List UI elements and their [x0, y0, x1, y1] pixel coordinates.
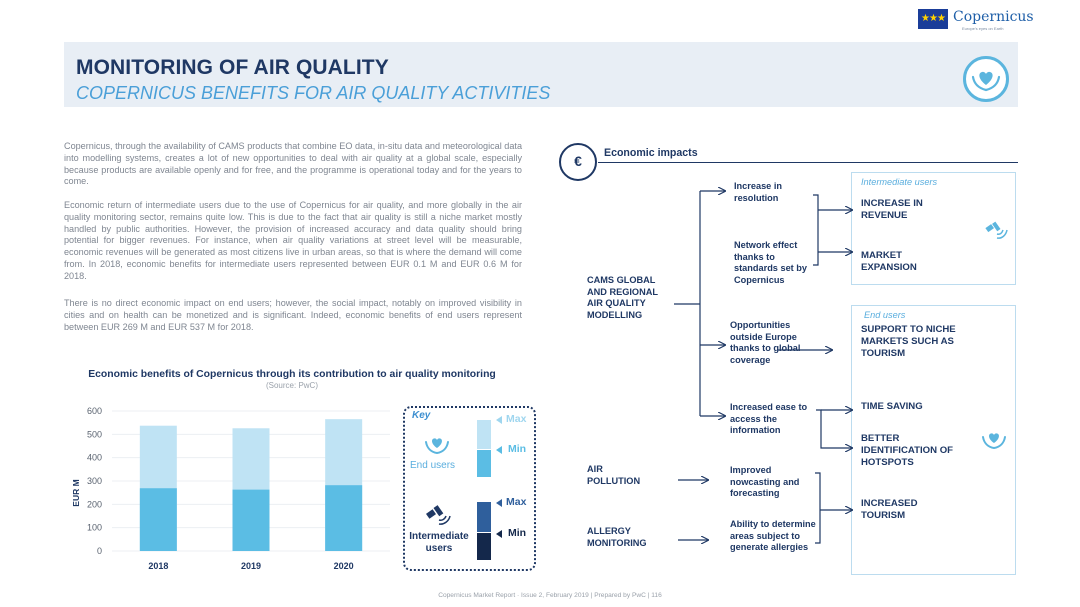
y-tick-label: 100: [87, 523, 102, 533]
key-end-min-bar: [477, 450, 491, 477]
intro-paragraph: Copernicus, through the availability of …: [64, 141, 522, 187]
x-tick-label: 2019: [241, 561, 261, 571]
y-axis-label: EUR M: [71, 479, 81, 506]
mid-ease-access-information: Increased ease to access the information: [730, 402, 808, 436]
logo-tagline: Europe's eyes on Earth: [962, 26, 1004, 31]
page-title: MONITORING OF AIR QUALITY: [76, 56, 389, 79]
key-min-arrow-icon: [496, 530, 502, 538]
outcome-market-expansion: MARKET EXPANSION: [861, 250, 917, 273]
economic-impacts-title: Economic impacts: [604, 147, 698, 159]
chart-source: (Source: PwC): [265, 381, 318, 390]
key-max-arrow-icon: [496, 499, 502, 507]
bar-min-2019: [232, 489, 270, 551]
outcome-increase-revenue: INCREASE IN REVENUE: [861, 198, 923, 221]
y-tick-label: 200: [87, 499, 102, 509]
y-tick-label: 0: [97, 546, 102, 556]
chart-title: Economic benefits of Copernicus through …: [88, 369, 496, 380]
intermediate-users-group-label: Intermediate users: [861, 177, 938, 187]
source-cams-modelling: CAMS GLOBAL AND REGIONAL AIR QUALITY MOD…: [587, 275, 658, 320]
key-title: Key: [412, 410, 431, 421]
mid-opportunities-outside-europe: Opportunities outside Europe thanks to g…: [730, 320, 801, 365]
outcome-better-identification: BETTER IDENTIFICATION OF HOTSPOTS: [861, 433, 954, 468]
bar-min-2020: [325, 485, 363, 551]
title-divider: [598, 162, 1018, 163]
page-subtitle: COPERNICUS BENEFITS FOR AIR QUALITY ACTI…: [76, 83, 551, 103]
impact-connectors: [674, 165, 1030, 585]
key-int-min-bar: [477, 533, 491, 560]
eu-flag-icon: ★★★: [918, 9, 948, 29]
mid-improved-nowcasting: Improved nowcasting and forecasting: [730, 465, 800, 499]
end-users-hands-heart-icon: [422, 431, 452, 457]
outcome-niche-markets: SUPPORT TO NICHE MARKETS SUCH AS TOURISM: [861, 324, 956, 359]
hands-heart-icon: [963, 56, 1009, 102]
intermediate-users-paragraph: Economic return of intermediate users du…: [64, 200, 522, 281]
key-intermediate-users-label: Intermediate users: [409, 531, 469, 554]
euro-coins-icon: €: [559, 143, 597, 181]
key-end-users-label: End users: [410, 460, 456, 471]
end-users-paragraph: There is no direct economic impact on en…: [64, 298, 522, 332]
mid-increase-resolution: Increase in resolution: [734, 181, 783, 203]
key-end-min-label: Min: [508, 443, 527, 455]
intermediate-users-satellite-icon: [424, 502, 452, 528]
outcome-increased-tourism: INCREASED TOURISM: [861, 498, 918, 521]
y-tick-label: 500: [87, 429, 102, 439]
copernicus-logo: Copernicus: [953, 9, 1034, 25]
key-int-max-bar: [477, 502, 491, 532]
outcome-time-saving: TIME SAVING: [861, 401, 923, 412]
end-users-group: [851, 305, 1016, 575]
source-allergy-monitoring: ALLERGY MONITORING: [587, 526, 647, 548]
y-tick-label: 300: [87, 476, 102, 486]
source-air-pollution: AIR POLLUTION: [587, 464, 641, 486]
mid-network-effect: Network effect thanks to standards set b…: [734, 240, 808, 285]
page-footer: Copernicus Market Report · Issue 2, Febr…: [438, 592, 662, 599]
key-end-max-bar: [477, 420, 491, 449]
key-max-arrow-icon: [496, 416, 502, 424]
bar-chart: 0 100 200 300 400 500 600 EUR M 2018 2019 2020: [71, 406, 390, 571]
x-tick-label: 2018: [148, 561, 168, 571]
bar-min-2018: [139, 488, 177, 551]
end-users-group-label: End users: [864, 310, 906, 320]
key-min-arrow-icon: [496, 446, 502, 454]
x-tick-label: 2020: [334, 561, 354, 571]
chart-key: [403, 406, 536, 571]
key-int-min-label: Min: [508, 527, 527, 539]
mid-determine-allergy-areas: Ability to determine areas subject to ge…: [730, 519, 816, 553]
key-end-max-label: Max: [506, 413, 527, 425]
y-tick-label: 400: [87, 453, 102, 463]
key-int-max-label: Max: [506, 496, 527, 508]
header-band: [64, 42, 1018, 107]
group-hands-heart-icon: [979, 426, 1009, 452]
y-tick-label: 600: [87, 406, 102, 416]
group-satellite-icon: [983, 218, 1009, 242]
